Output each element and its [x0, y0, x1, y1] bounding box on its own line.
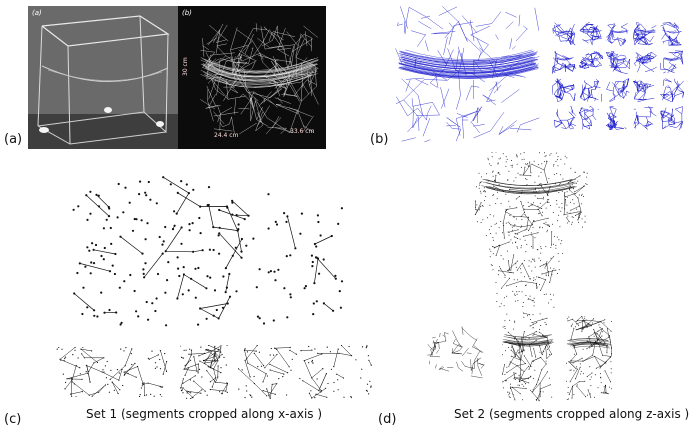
- segment-x-3: [238, 345, 372, 399]
- caption-set1: Set 1 (segments cropped along x-axis ): [86, 407, 323, 421]
- blue-segment-thumbnail: [606, 23, 629, 46]
- dimension-width: 33.6 cm: [290, 128, 315, 135]
- segment-x-2: [180, 345, 228, 399]
- blue-segment-thumbnail: [660, 22, 683, 46]
- blue-segment-thumbnail: [660, 50, 684, 74]
- blue-segment-strands: [579, 106, 599, 130]
- skeleton-web-set2: [462, 152, 590, 308]
- segment-strands: [566, 316, 612, 400]
- blue-segment-strands: [552, 22, 576, 46]
- web-strands-set2: [474, 152, 588, 308]
- blue-segment-strands: [606, 78, 630, 102]
- blue-segment-thumbnail: [606, 50, 630, 74]
- caption-set2: Set 2 (segments cropped along z-axis ): [454, 407, 690, 421]
- panel-label-a: (a): [4, 132, 23, 147]
- photo-sublabel-b: (b): [182, 9, 192, 17]
- blue-segment-strands: [552, 50, 576, 74]
- blue-segment-strands: [579, 78, 603, 102]
- blue-segment-strands: [660, 22, 683, 46]
- web-volume-illustration: [200, 23, 319, 135]
- segment-strands: [427, 326, 485, 379]
- segment-z-2: [502, 312, 554, 402]
- segment-strands: [502, 312, 554, 402]
- blue-segment-strands: [606, 106, 627, 130]
- skeleton-web-set1: [68, 168, 348, 336]
- segment-z-3: [566, 316, 612, 400]
- photo-web-volume: (b) 24.4 cm 33.6 cm 30 cm: [178, 6, 326, 149]
- web-strands-set1: [72, 176, 344, 327]
- blue-segment-strands: [633, 79, 655, 102]
- blue-segment-thumbnail: [633, 22, 657, 46]
- blue-segment-strands: [660, 78, 684, 102]
- dimension-depth: 24.4 cm: [214, 132, 239, 139]
- segment-z-1: [427, 326, 485, 380]
- blue-segment-thumbnail: [579, 51, 603, 69]
- blue-web-reconstruction: [395, 6, 543, 146]
- web-strands-photo: [200, 23, 319, 135]
- segment-strands: [238, 345, 372, 399]
- blue-web-segments-grid: [552, 22, 687, 134]
- blue-segment-thumbnail: [552, 78, 576, 102]
- blue-segment-thumbnail: [553, 106, 576, 130]
- blue-segment-thumbnail: [606, 106, 627, 130]
- blue-segment-strands: [579, 22, 602, 45]
- blue-segment-strands: [633, 51, 657, 73]
- blue-segment-thumbnail: [579, 22, 602, 45]
- blue-segment-thumbnail: [579, 106, 599, 130]
- web-strands-blue: [395, 6, 540, 143]
- panel-label-d: (d): [378, 412, 397, 427]
- dimension-height: 30 cm: [182, 57, 189, 76]
- web-frame-illustration: [28, 6, 178, 149]
- blue-segment-thumbnail: [660, 78, 684, 102]
- blue-segment-strands: [633, 106, 657, 130]
- segment-strands: [56, 347, 168, 397]
- blue-segment-strands: [606, 23, 629, 46]
- photo-sublabel-a: (a): [32, 9, 42, 17]
- segment-x-1: [56, 347, 168, 397]
- blue-segment-thumbnail: [606, 78, 630, 102]
- blue-segment-thumbnail: [579, 78, 603, 102]
- blue-segment-thumbnail: [552, 22, 576, 46]
- blue-segment-thumbnail: [660, 106, 684, 130]
- panel-label-c: (c): [4, 412, 22, 427]
- segment-strands: [180, 345, 228, 399]
- blue-segment-strands: [606, 50, 630, 74]
- photo-web-frame: (a): [28, 6, 178, 149]
- blue-segment-strands: [552, 78, 576, 102]
- blue-segment-thumbnail: [633, 79, 655, 102]
- blue-segment-strands: [660, 50, 684, 74]
- blue-segment-strands: [553, 106, 576, 130]
- blue-segment-strands: [579, 51, 603, 69]
- blue-segment-strands: [633, 22, 657, 46]
- panel-label-b: (b): [370, 132, 389, 147]
- blue-segment-strands: [660, 106, 684, 130]
- blue-segment-thumbnail: [633, 51, 657, 73]
- blue-segment-thumbnail: [633, 106, 657, 130]
- blue-segment-thumbnail: [552, 50, 576, 74]
